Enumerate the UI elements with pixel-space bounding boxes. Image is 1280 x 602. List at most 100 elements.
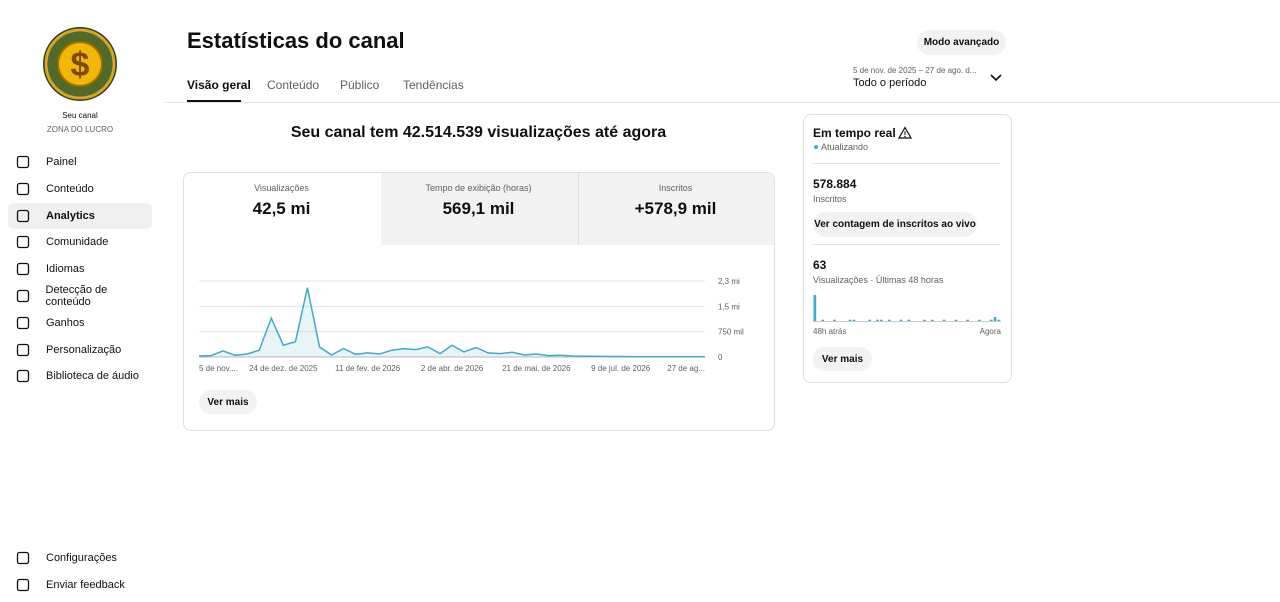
- nav-label[interactable]: Biblioteca de áudio: [46, 370, 139, 383]
- channel-name: ZONA DO LUCRO: [46, 125, 114, 134]
- nav-item[interactable]: Enviar feedback: [8, 572, 152, 598]
- nav-icon: [16, 263, 30, 276]
- overview-card: [183, 172, 775, 431]
- period-dropdown[interactable]: [989, 73, 1003, 83]
- nav-item[interactable]: Configurações: [8, 545, 152, 571]
- y-tick-label: 0: [718, 353, 723, 362]
- see-more-button[interactable]: Ver mais: [199, 390, 257, 414]
- nav-label[interactable]: Painel: [46, 156, 77, 168]
- header-divider: [165, 102, 1280, 103]
- nav-item[interactable]: Analytics: [8, 202, 152, 229]
- tab[interactable]: Público: [340, 78, 380, 92]
- nav-label[interactable]: Idiomas: [46, 263, 85, 276]
- nav-item[interactable]: Conteúdo: [8, 176, 152, 202]
- bar: [899, 319, 903, 321]
- icon-shape: [16, 578, 30, 592]
- tab-underline: [187, 100, 241, 102]
- x-tick-label: 24 de dez. de 2025: [249, 364, 318, 373]
- period[interactable]: Todo o período: [853, 77, 927, 89]
- y-tick-label: 2,3 mi: [718, 277, 740, 286]
- advanced-mode-button[interactable]: Modo avançado: [917, 30, 1006, 55]
- tab[interactable]: Tendências: [403, 78, 464, 92]
- views-chart: 0 750 mil 1,5 mi 2,3 mi 5 de nov.... 24 de de…: [198, 277, 744, 373]
- bar: [813, 295, 817, 321]
- warning-icon[interactable]: [898, 126, 912, 139]
- nav-label[interactable]: Ganhos: [46, 316, 85, 329]
- bar: [821, 319, 825, 321]
- nav-icon: [16, 289, 30, 303]
- nav-item[interactable]: Idiomas: [8, 256, 152, 282]
- nav-label[interactable]: Comunidade: [46, 236, 109, 249]
- nav-item[interactable]: Comunidade: [8, 229, 152, 255]
- page-title: Estatísticas do canal: [187, 28, 405, 53]
- nav-icon: [16, 578, 30, 592]
- nav-icon: [16, 370, 30, 383]
- live-count-button[interactable]: Ver contagem de inscritos ao vivo: [813, 212, 977, 237]
- metric-tab-bg: [381, 173, 774, 245]
- channel-label: Seu canal: [62, 111, 98, 120]
- line-area: [199, 287, 705, 357]
- nav-label[interactable]: Configurações: [46, 552, 117, 564]
- bar: [978, 319, 981, 321]
- date-range[interactable]: 5 de nov. de 2025 – 27 de ago. d...: [853, 66, 977, 75]
- bar: [848, 319, 852, 321]
- metric-value: +578,9 mil: [634, 199, 717, 218]
- metric-tab[interactable]: Tempo de exibição (horas) 569,1 mil: [380, 172, 577, 244]
- realtime-views: 63: [813, 258, 827, 272]
- nav-label[interactable]: Personalização: [46, 343, 122, 356]
- metric-label: Tempo de exibição (horas): [425, 183, 532, 193]
- line: [198, 287, 705, 358]
- bar: [989, 319, 993, 321]
- icon-shape: [16, 155, 30, 169]
- icon-shape: [16, 182, 30, 195]
- realtime-views-label: Visualizações · Últimas 48 horas: [813, 275, 944, 285]
- nav-icon: [16, 182, 30, 195]
- nav-icon: [16, 155, 30, 169]
- y-tick-label: 1,5 mi: [718, 302, 740, 311]
- realtime-status: Atualizando: [821, 142, 869, 152]
- bar: [931, 319, 934, 321]
- nav-item[interactable]: Detecção de conteúdo: [8, 283, 152, 309]
- nav-icon: [16, 236, 30, 249]
- icon-shape: [16, 209, 30, 222]
- metric-divider: [578, 173, 579, 245]
- nav-item[interactable]: Biblioteca de áudio: [8, 363, 152, 389]
- realtime-see-more[interactable]: Ver mais: [813, 347, 872, 371]
- svg-text:$: $: [71, 46, 90, 84]
- metric-value: 569,1 mil: [442, 199, 515, 218]
- divider: [813, 244, 1000, 245]
- subscriber-count: 578.884: [813, 177, 857, 191]
- metric-tab[interactable]: Inscritos +578,9 mil: [577, 172, 774, 244]
- realtime-card: [803, 114, 1012, 383]
- icon-shape: [16, 370, 30, 383]
- bar: [876, 319, 879, 321]
- nav-label[interactable]: Analytics: [46, 209, 95, 222]
- x-tick-label: 9 de jul. de 2026: [591, 364, 651, 373]
- nav-label[interactable]: Conteúdo: [46, 182, 94, 195]
- metric-label: Inscritos: [658, 183, 693, 193]
- bar: [993, 317, 997, 321]
- bar: [833, 319, 836, 321]
- nav-item[interactable]: Personalização: [8, 337, 152, 363]
- bar: [997, 319, 1001, 321]
- icon-shape: [16, 236, 30, 249]
- nav-label[interactable]: Enviar feedback: [46, 579, 125, 591]
- nav-item[interactable]: Painel: [8, 149, 152, 175]
- start-label: 48h atrás: [813, 327, 847, 336]
- icon-shape: [16, 551, 30, 565]
- bar: [966, 319, 969, 321]
- nav-item[interactable]: Ganhos: [8, 310, 152, 336]
- bar: [907, 319, 911, 321]
- tab[interactable]: Conteúdo: [267, 78, 320, 92]
- channel-avatar[interactable]: $: [42, 26, 118, 102]
- x-tick-label: 27 de ag...: [667, 364, 705, 373]
- bar: [942, 319, 946, 321]
- metric-tab[interactable]: Visualizações 42,5 mi: [183, 172, 380, 244]
- tab[interactable]: Visão geral: [187, 78, 251, 92]
- nav-label[interactable]: Detecção de conteúdo: [45, 284, 108, 308]
- metric-label: Visualizações: [254, 183, 309, 193]
- bar: [954, 319, 958, 321]
- x-tick-label: 2 de abr. de 2026: [421, 364, 484, 373]
- bar: [880, 319, 883, 321]
